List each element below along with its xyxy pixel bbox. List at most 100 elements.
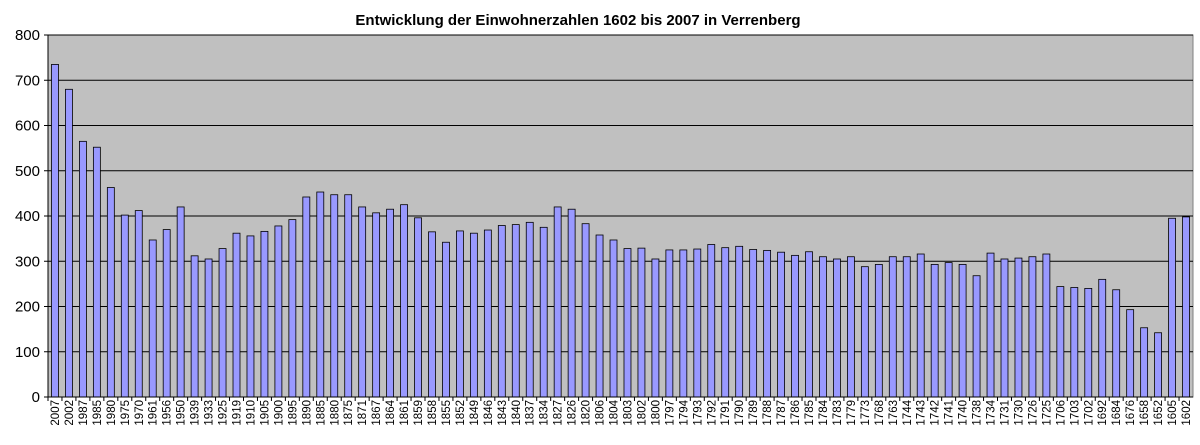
bar [1028, 256, 1037, 398]
x-tick-label: 1880 [329, 400, 341, 426]
bar [511, 224, 520, 398]
bar [1140, 327, 1149, 398]
y-tick-label: 800 [15, 27, 40, 44]
x-tick-label: 1763 [888, 400, 900, 426]
bar [916, 253, 925, 398]
bar [497, 225, 506, 398]
bar [1154, 332, 1162, 398]
x-tick-label: 1706 [1055, 400, 1067, 426]
bar [176, 206, 185, 398]
x-tick-label: 1905 [259, 400, 271, 426]
bar [1042, 253, 1051, 398]
bar [749, 249, 758, 398]
bar [833, 258, 841, 398]
x-tick-label: 1939 [190, 400, 202, 426]
x-tick-label: 1794 [678, 399, 690, 425]
x-tick-label: 1800 [650, 400, 662, 426]
x-tick-label: 1950 [176, 400, 188, 426]
bar [958, 264, 967, 398]
bar [735, 245, 744, 398]
bar [819, 256, 827, 398]
x-tick-label: 1852 [455, 400, 467, 426]
bar [162, 229, 171, 398]
x-tick-label: 1858 [427, 400, 439, 426]
x-tick-label: 1846 [483, 400, 495, 426]
x-tick-label: 1875 [343, 400, 355, 426]
bar [92, 146, 101, 398]
bar [553, 206, 562, 398]
bar [595, 234, 604, 398]
x-tick-label: 1738 [972, 400, 984, 426]
y-tick-label: 0 [32, 389, 40, 406]
bar [791, 254, 799, 398]
bar [1126, 309, 1135, 398]
bar [1070, 287, 1079, 398]
x-tick-label: 1658 [1139, 400, 1151, 426]
bar [79, 140, 87, 398]
x-tick-label: 1975 [120, 400, 132, 426]
bar [51, 64, 59, 398]
bar [986, 252, 995, 398]
bar [344, 194, 353, 398]
bar [456, 230, 464, 398]
bar [721, 247, 730, 398]
chart-title: Entwicklung der Einwohnerzahlen 1602 bis… [355, 12, 800, 29]
bar [693, 248, 702, 398]
bar [483, 229, 492, 398]
bar [539, 226, 548, 398]
x-tick-label: 1783 [832, 400, 844, 426]
x-tick-label: 1820 [581, 400, 593, 426]
x-tick-label: 1792 [706, 400, 718, 426]
x-tick-label: 1692 [1097, 400, 1109, 426]
bar [330, 194, 339, 398]
y-tick-labels: 0 100 200 300 400 500 600 700 800 [15, 27, 48, 406]
bar [134, 210, 143, 398]
x-tick-label: 1837 [525, 400, 537, 426]
bar [1084, 287, 1093, 398]
bar [805, 251, 813, 398]
x-tick-label: 1867 [371, 400, 383, 426]
bar [274, 225, 283, 398]
bar [944, 262, 953, 398]
bar [1098, 278, 1107, 398]
bar [763, 249, 772, 398]
x-tick-label: 1730 [1013, 400, 1025, 426]
bar [65, 88, 73, 398]
x-tick-label: 1791 [720, 400, 732, 426]
bar [414, 217, 422, 398]
y-tick-label: 100 [15, 344, 40, 361]
x-tick-label: 1806 [595, 400, 607, 426]
x-tick-label: 1725 [1041, 400, 1053, 426]
x-tick-label: 1980 [106, 400, 118, 426]
x-tick-label: 1910 [245, 400, 257, 426]
x-tick-label: 1740 [958, 400, 970, 426]
x-tick-label: 1985 [92, 400, 104, 426]
bar [148, 239, 157, 398]
x-tick-label: 1786 [790, 400, 802, 426]
x-tick-label: 1684 [1111, 399, 1123, 425]
bars [51, 64, 1190, 398]
bar [1056, 286, 1065, 398]
x-tick-label: 1804 [609, 399, 621, 425]
x-tick-label: 1890 [301, 400, 313, 426]
bar [623, 248, 632, 398]
y-tick-label: 500 [15, 163, 40, 180]
bar [609, 239, 618, 398]
bar [302, 196, 311, 398]
x-tick-label: 1652 [1153, 400, 1165, 426]
x-tick-label: 1602 [1181, 400, 1193, 426]
x-tick-label: 1871 [357, 400, 369, 426]
y-tick-label: 400 [15, 208, 40, 225]
x-tick-labels: 2007 2002 1987 1985 1980 1975 1970 1961 1956 1950… [47, 397, 1193, 426]
x-tick-label: 1790 [734, 400, 746, 426]
x-tick-label: 1834 [539, 399, 551, 425]
bar [246, 235, 255, 398]
x-tick-label: 1919 [232, 400, 244, 426]
x-tick-label: 1605 [1167, 400, 1179, 426]
bar [190, 255, 199, 398]
x-tick-label: 1703 [1069, 400, 1081, 426]
x-tick-label: 1956 [162, 400, 174, 426]
bar [469, 232, 478, 398]
x-tick-label: 1864 [385, 399, 397, 425]
